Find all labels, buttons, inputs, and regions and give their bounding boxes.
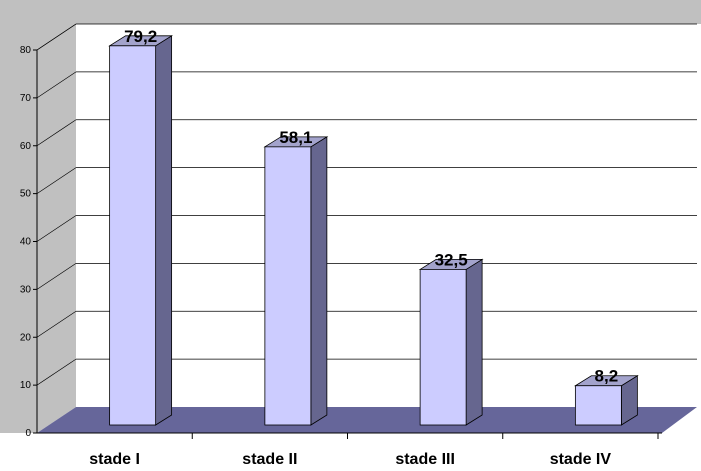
data-label: 79,2 bbox=[124, 27, 157, 46]
y-tick-label: 70 bbox=[20, 93, 32, 104]
bar bbox=[418, 258, 484, 426]
gridline-diagonal bbox=[36, 167, 77, 194]
x-tick-label: stade II bbox=[242, 451, 297, 468]
top-strip bbox=[0, 0, 701, 24]
y-tick-label: 40 bbox=[20, 237, 32, 248]
x-axis: stade I stade II stade III stade IV bbox=[37, 432, 662, 468]
bar bbox=[573, 375, 639, 426]
x-tick-label: stade I bbox=[89, 451, 140, 468]
data-label: 32,5 bbox=[435, 250, 468, 269]
x-tick-label: stade IV bbox=[550, 451, 612, 468]
label-band bbox=[0, 433, 701, 471]
y-tick-label: 0 bbox=[25, 428, 31, 439]
gridline-diagonal bbox=[36, 310, 77, 338]
bar-side bbox=[465, 258, 483, 426]
bar-side bbox=[155, 35, 173, 426]
bars bbox=[108, 35, 639, 426]
y-axis-top-diagonal bbox=[36, 23, 77, 51]
y-tick-label: 80 bbox=[20, 45, 32, 56]
y-tick-label: 30 bbox=[20, 284, 32, 295]
gridline-diagonal bbox=[36, 263, 77, 290]
bar-front bbox=[574, 385, 622, 426]
bar-front bbox=[264, 146, 312, 426]
x-tick-label: stade III bbox=[395, 451, 455, 468]
y-tick-label: 60 bbox=[20, 141, 32, 152]
gridlines bbox=[36, 23, 697, 386]
data-label: 8,2 bbox=[595, 367, 619, 386]
bar-front bbox=[109, 45, 157, 426]
bar-side bbox=[310, 136, 328, 426]
y-tick-label: 50 bbox=[20, 189, 32, 200]
data-labels: 79,2 58,1 32,5 8,2 bbox=[124, 27, 618, 386]
y-tick-label: 20 bbox=[20, 332, 32, 343]
bar bbox=[108, 35, 174, 426]
floor bbox=[37, 407, 697, 433]
bar bbox=[263, 136, 329, 426]
gridline-diagonal bbox=[36, 215, 77, 242]
y-axis: 0 10 20 30 40 50 60 70 80 bbox=[20, 23, 77, 439]
side-wall bbox=[0, 24, 76, 433]
data-label: 58,1 bbox=[279, 128, 312, 147]
y-tick-label: 10 bbox=[20, 380, 32, 391]
gridline-diagonal bbox=[36, 71, 77, 99]
bar-front bbox=[419, 269, 467, 426]
gridline-diagonal bbox=[36, 358, 77, 386]
gridline-diagonal bbox=[36, 119, 77, 147]
